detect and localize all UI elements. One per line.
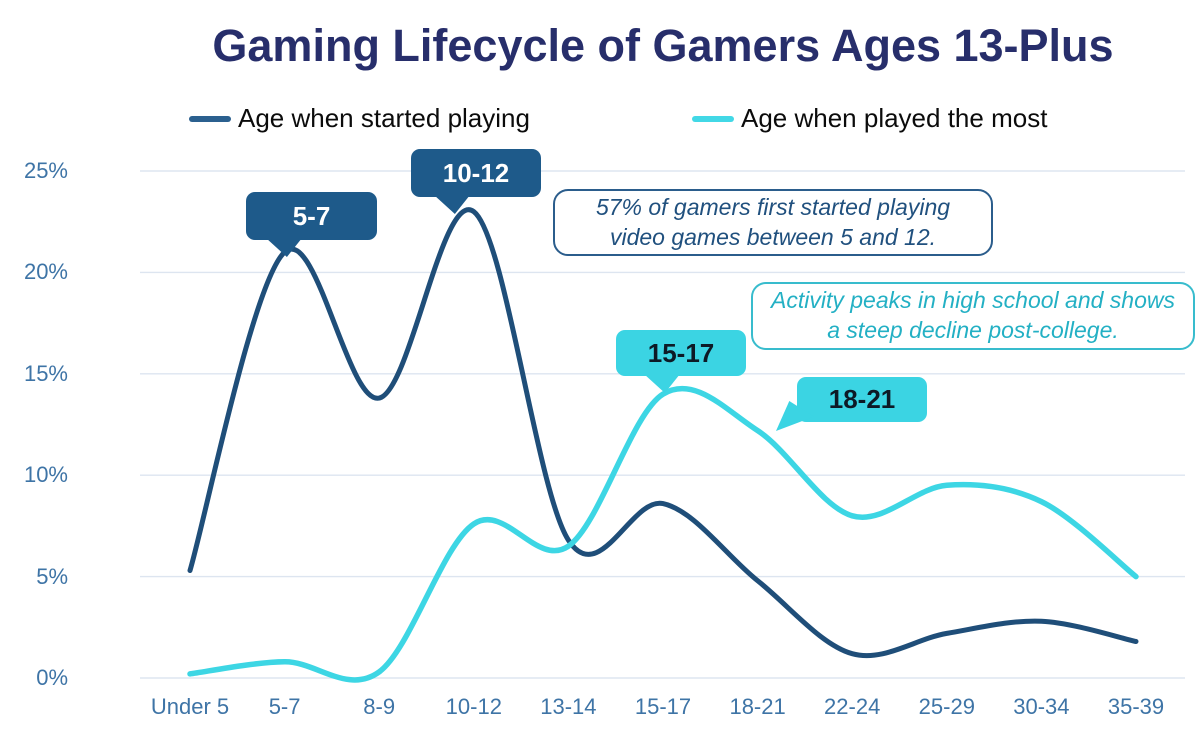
callout-played-18-21: 18-21 bbox=[797, 377, 927, 422]
y-tick-label: 0% bbox=[36, 665, 68, 690]
legend-label-started: Age when started playing bbox=[238, 103, 530, 133]
x-tick-label: Under 5 bbox=[150, 694, 230, 719]
y-tick-label: 5% bbox=[36, 563, 68, 589]
series-line-started bbox=[187, 207, 1139, 659]
y-tick-label: 20% bbox=[23, 259, 68, 285]
x-tick-label: 13-14 bbox=[540, 694, 597, 719]
callout-started-10-12: 10-12 bbox=[411, 149, 541, 197]
x-tick-label: 18-21 bbox=[729, 694, 786, 719]
callout-started-5-7: 5-7 bbox=[246, 192, 377, 240]
legend-item-started: Age when started playing bbox=[189, 103, 530, 134]
x-tick-label: 35-39 bbox=[1107, 694, 1165, 719]
x-tick-label: 30-34 bbox=[1013, 694, 1070, 719]
chart-title: Gaming Lifecycle of Gamers Ages 13-Plus bbox=[212, 20, 1114, 71]
legend-swatch-played-line bbox=[692, 115, 734, 122]
y-tick-label: 15% bbox=[23, 360, 68, 386]
x-tick-label: 10-12 bbox=[445, 694, 502, 719]
legend-swatch-started-line bbox=[189, 115, 231, 122]
annotation-started-playing: 57% of gamers first started playing vide… bbox=[553, 189, 993, 256]
callout-played-15-17: 15-17 bbox=[616, 330, 746, 376]
x-tick-label: 8-9 bbox=[363, 694, 396, 719]
legend-label-played-most: Age when played the most bbox=[741, 103, 1048, 133]
x-tick-label: 25-29 bbox=[918, 694, 975, 719]
y-tick-label: 25% bbox=[23, 158, 68, 183]
x-tick-label: 22-24 bbox=[824, 694, 881, 719]
y-tick-label: 10% bbox=[23, 462, 68, 488]
x-tick-label: 15-17 bbox=[634, 694, 692, 719]
legend-item-played-most: Age when played the most bbox=[692, 103, 1047, 134]
series-line-played-most bbox=[187, 385, 1139, 683]
annotation-activity-peak: Activity peaks in high school and shows … bbox=[751, 282, 1195, 350]
x-tick-label: 5-7 bbox=[268, 694, 301, 719]
